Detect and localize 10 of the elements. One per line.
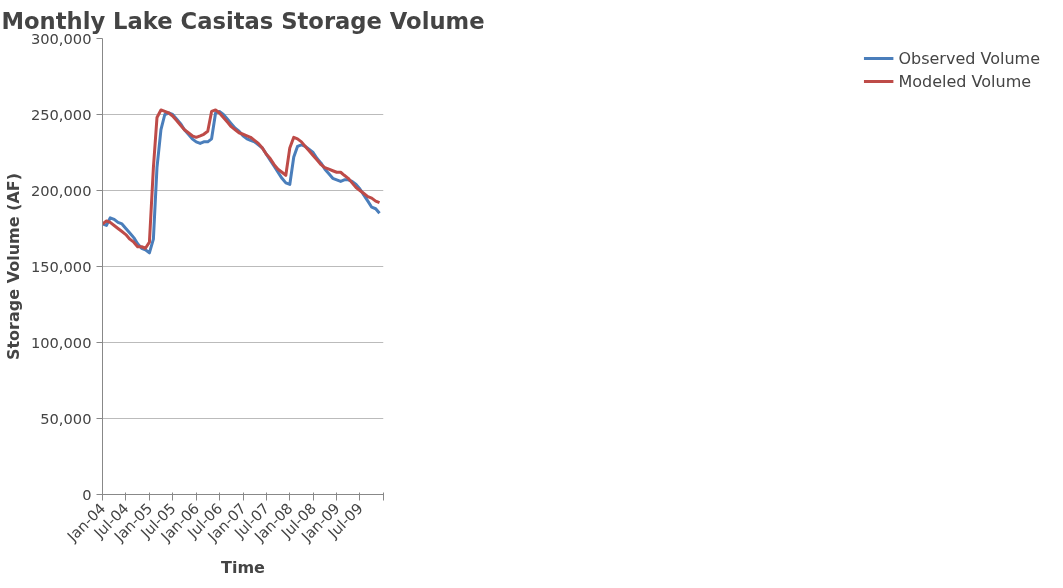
y-tick-label: 0: [82, 485, 92, 503]
x-axis-title: Time: [221, 558, 266, 578]
y-tick-label: 250,000: [30, 105, 92, 123]
y-axis-title: Storage Volume (AF): [3, 172, 23, 361]
y-tick-label: 150,000: [30, 257, 92, 275]
y-tick-label: 200,000: [30, 181, 92, 199]
y-tick-label: 50,000: [40, 409, 92, 427]
legend-label: Modeled Volume: [898, 71, 1032, 91]
legend-label: Observed Volume: [898, 48, 1040, 68]
y-tick-label: 100,000: [30, 333, 92, 351]
